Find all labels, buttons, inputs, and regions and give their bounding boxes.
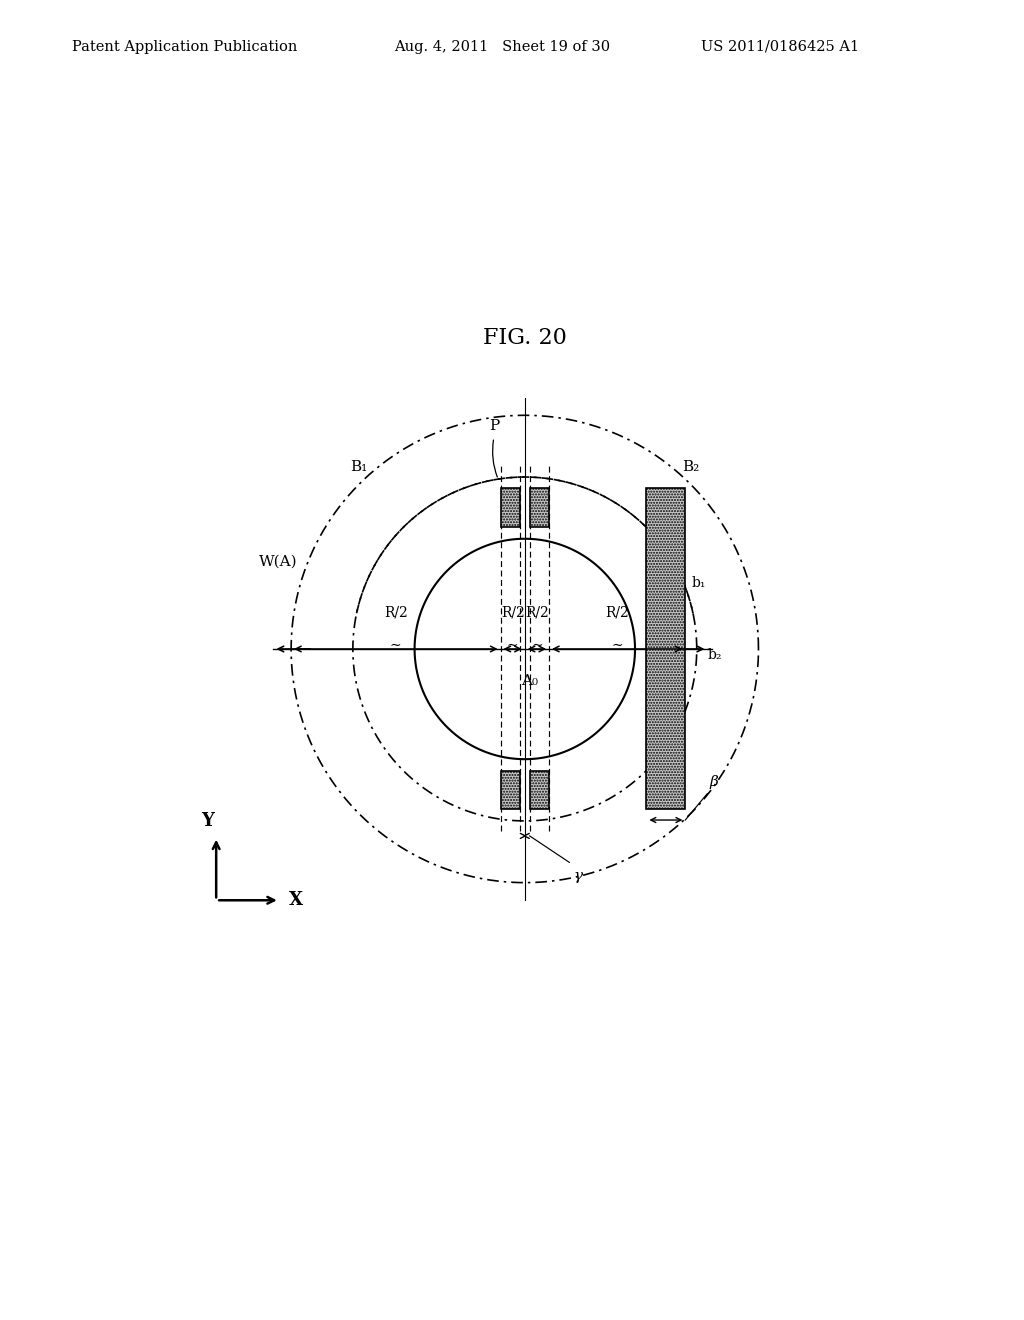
Text: Y: Y bbox=[201, 812, 214, 830]
Text: W(A): W(A) bbox=[259, 554, 298, 569]
Text: A₀: A₀ bbox=[521, 673, 538, 688]
Bar bbox=[529, 488, 549, 527]
Text: ∼: ∼ bbox=[531, 638, 543, 652]
Text: ∼: ∼ bbox=[507, 638, 518, 652]
Bar bbox=[646, 488, 685, 809]
Text: γ: γ bbox=[573, 870, 583, 883]
Text: R/2: R/2 bbox=[605, 606, 629, 620]
Text: R/2: R/2 bbox=[525, 606, 549, 620]
Bar bbox=[501, 771, 520, 809]
Text: P: P bbox=[488, 418, 499, 433]
Text: R/2: R/2 bbox=[501, 606, 524, 620]
Text: X: X bbox=[289, 891, 303, 909]
Text: FIG. 20: FIG. 20 bbox=[483, 327, 566, 348]
Bar bbox=[529, 771, 549, 809]
Text: ∼: ∼ bbox=[390, 638, 401, 652]
Text: B₁: B₁ bbox=[350, 461, 368, 474]
Bar bbox=[501, 488, 520, 527]
Text: R/2: R/2 bbox=[384, 606, 408, 620]
Text: B₂: B₂ bbox=[682, 461, 699, 474]
Text: b₁: b₁ bbox=[691, 576, 706, 590]
Text: Aug. 4, 2011   Sheet 19 of 30: Aug. 4, 2011 Sheet 19 of 30 bbox=[394, 40, 610, 54]
Text: b₂: b₂ bbox=[708, 648, 722, 661]
Text: β: β bbox=[710, 775, 719, 789]
Text: Patent Application Publication: Patent Application Publication bbox=[72, 40, 297, 54]
Text: US 2011/0186425 A1: US 2011/0186425 A1 bbox=[701, 40, 859, 54]
Text: ∼: ∼ bbox=[611, 638, 623, 652]
